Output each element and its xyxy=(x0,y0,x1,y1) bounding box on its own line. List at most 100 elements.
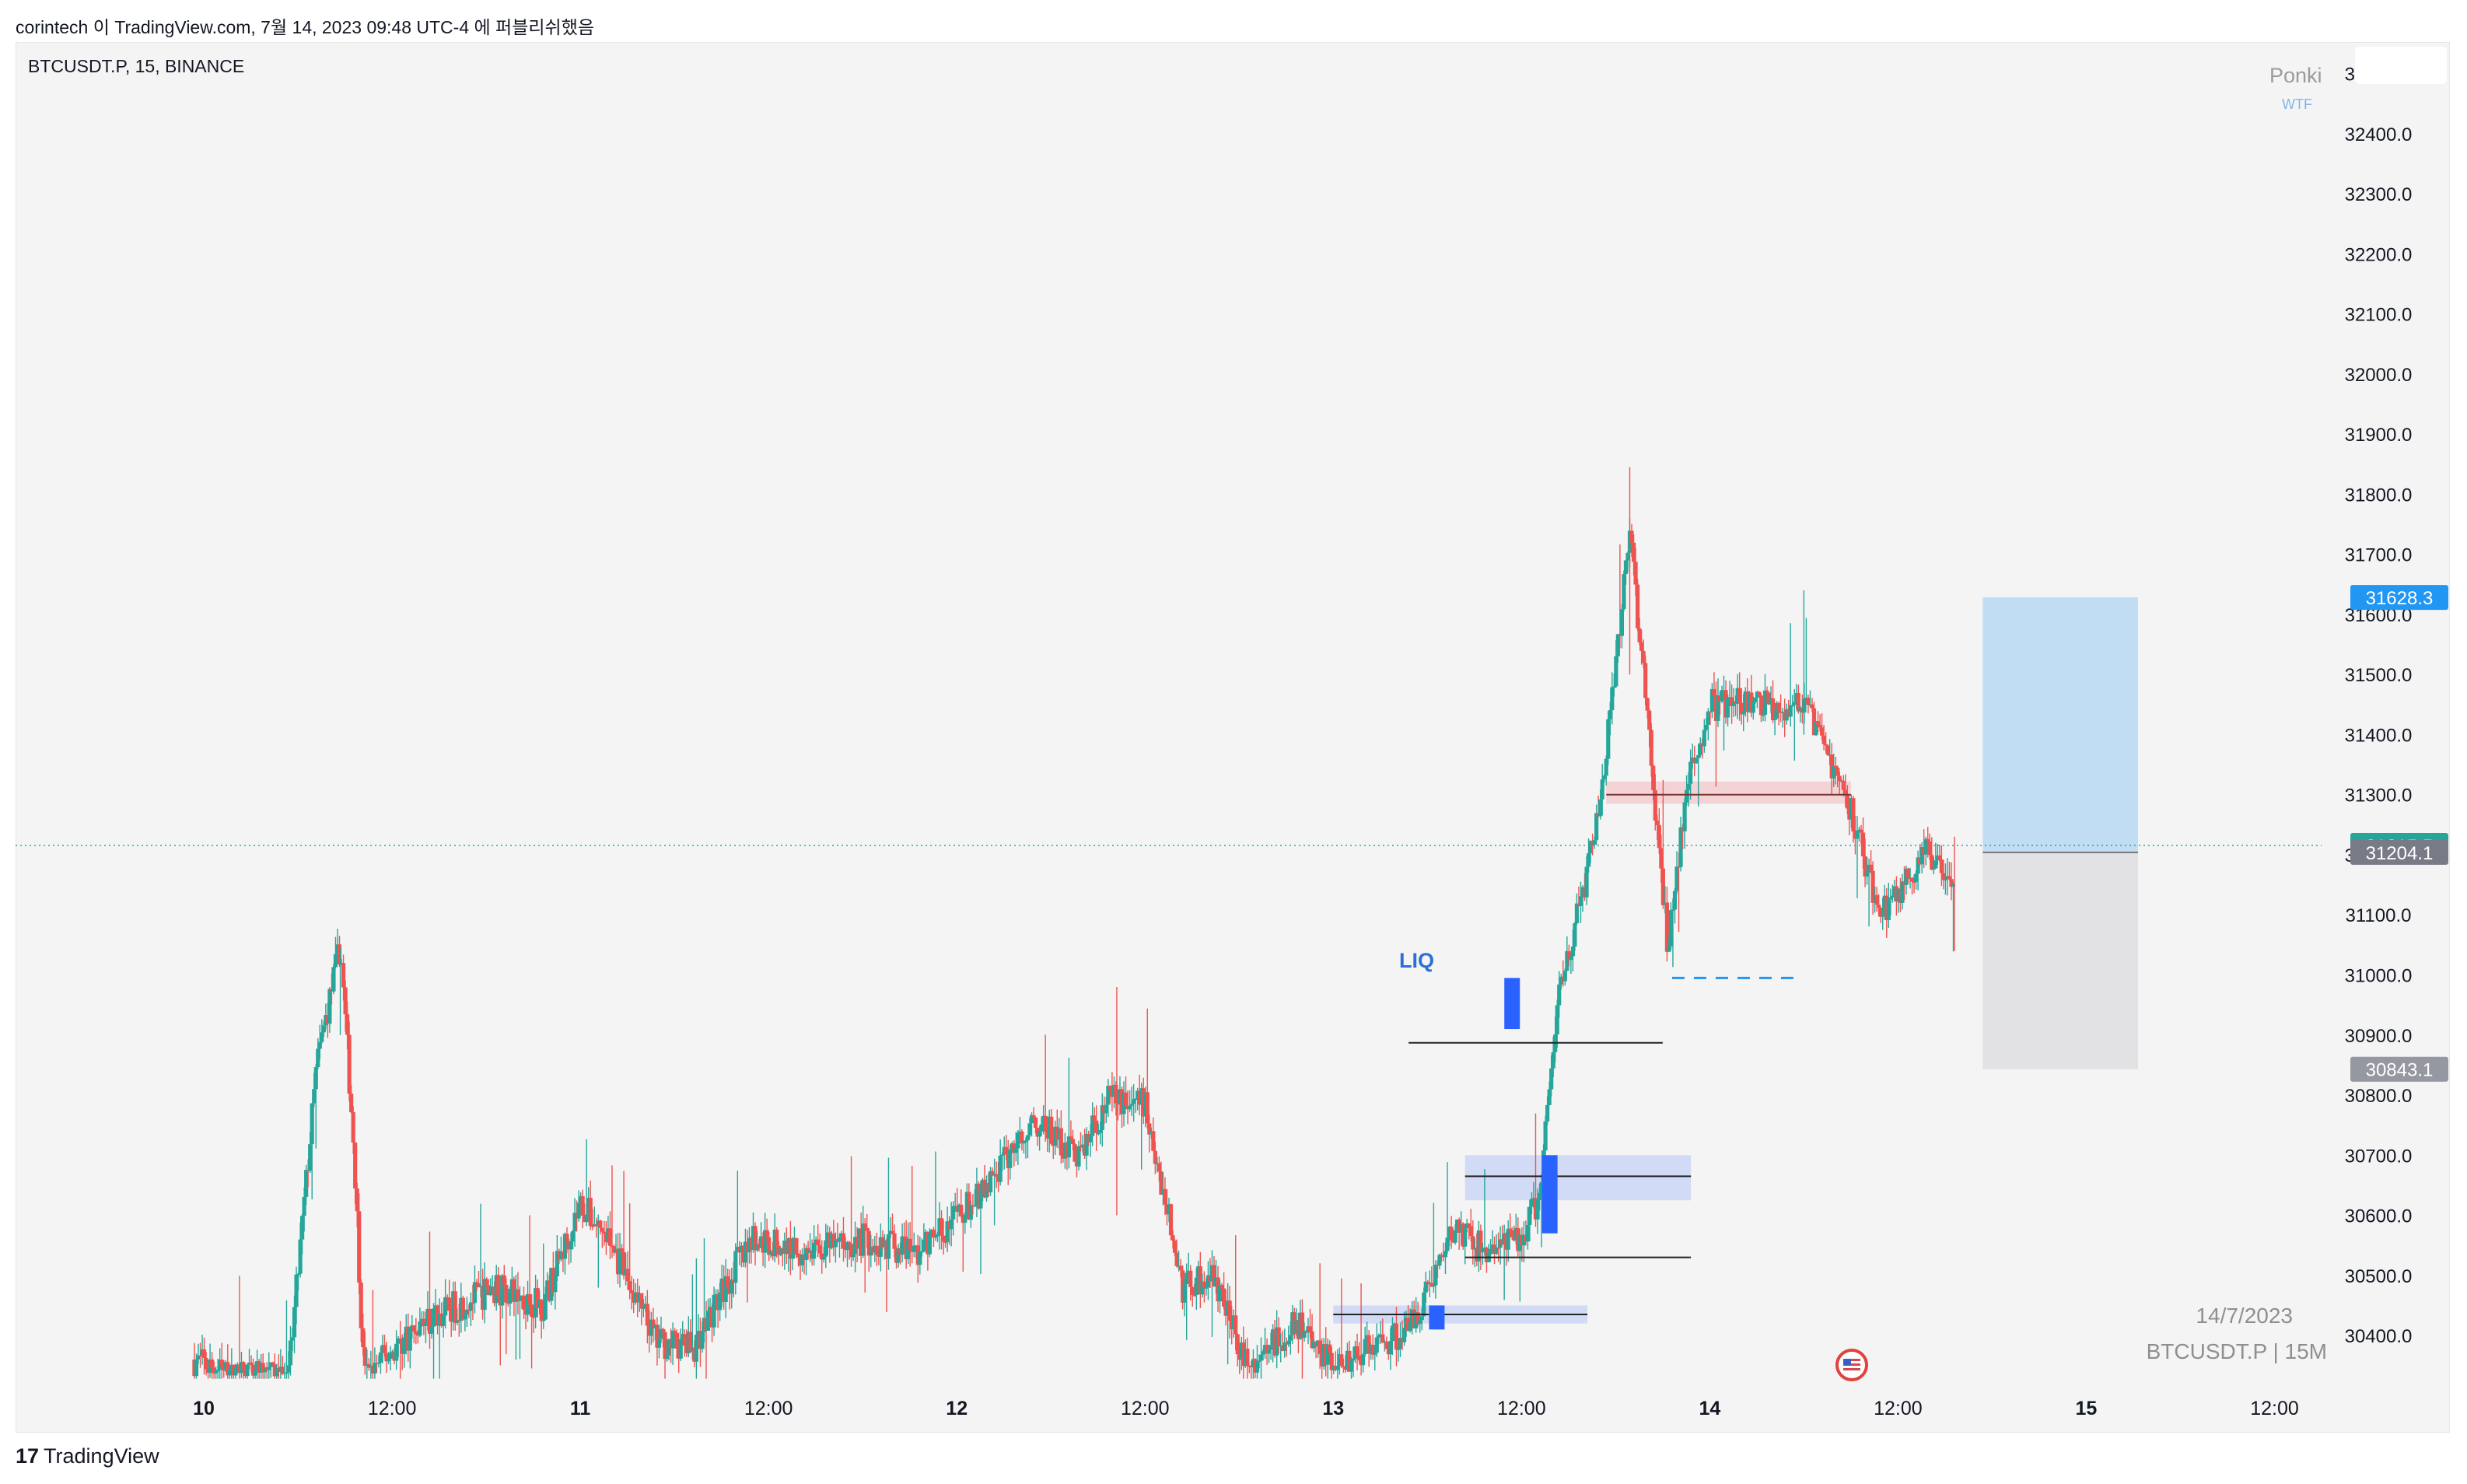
candle-body xyxy=(472,1282,478,1304)
candle-body xyxy=(1204,1287,1209,1289)
candle-body xyxy=(619,1248,625,1252)
corner-box[interactable] xyxy=(2355,47,2447,84)
candle xyxy=(1401,1311,1407,1346)
symbol-label[interactable]: BTCUSDT.P, 15, BINANCE xyxy=(28,56,245,76)
candle-body xyxy=(1185,1272,1189,1284)
candle xyxy=(1024,1137,1028,1159)
candle xyxy=(1059,1110,1063,1164)
candle xyxy=(1619,604,1625,649)
candle-body xyxy=(1565,950,1569,971)
candle-body xyxy=(418,1321,422,1336)
candle xyxy=(349,1084,354,1114)
candle-body xyxy=(1257,1360,1261,1362)
candle xyxy=(1478,1224,1483,1270)
candle xyxy=(1445,1162,1450,1254)
candle-body xyxy=(384,1353,389,1362)
candle-body xyxy=(1494,1247,1499,1254)
candle xyxy=(1020,1129,1024,1151)
candle-body xyxy=(1182,1283,1187,1303)
candle xyxy=(1356,1342,1362,1363)
candle-body xyxy=(1527,1206,1532,1225)
candle-body xyxy=(1151,1131,1156,1151)
candle xyxy=(1637,618,1642,646)
candle-body xyxy=(1602,775,1607,780)
candle-body xyxy=(1615,634,1620,656)
candle-body xyxy=(726,1276,730,1287)
candle-body xyxy=(639,1293,644,1309)
candle-body xyxy=(1335,1366,1340,1370)
candle-body xyxy=(527,1293,532,1305)
candle xyxy=(908,1222,912,1267)
candle-body xyxy=(1702,730,1706,747)
candle xyxy=(300,1213,305,1255)
candle-body xyxy=(939,1218,944,1236)
candle-body xyxy=(1631,542,1636,562)
candle xyxy=(933,1151,938,1241)
candle-body xyxy=(978,1190,983,1209)
candle-body xyxy=(359,1282,363,1328)
candle-body xyxy=(1824,744,1828,746)
candle-body xyxy=(245,1364,250,1377)
candle-body xyxy=(866,1230,871,1256)
candle xyxy=(527,1215,532,1307)
candle-body xyxy=(1704,724,1709,730)
candle xyxy=(1947,861,1952,880)
candle xyxy=(730,1267,734,1309)
candle xyxy=(1174,1239,1179,1268)
candle xyxy=(705,1298,711,1332)
candle xyxy=(629,1276,634,1310)
us-flag-icon[interactable] xyxy=(1835,1349,1868,1381)
x-axis-tick: 12:00 xyxy=(1121,1398,1170,1419)
candle-body xyxy=(1943,879,1948,880)
candle-body xyxy=(694,1334,698,1362)
candle-body xyxy=(945,1221,950,1243)
candle-body xyxy=(1931,868,1936,870)
candle xyxy=(1863,838,1867,887)
candle xyxy=(588,1180,593,1230)
candle-body xyxy=(1471,1236,1475,1250)
candle-body xyxy=(1159,1171,1164,1195)
candle-body xyxy=(1833,765,1838,768)
candle-body xyxy=(1437,1255,1442,1266)
candle-body xyxy=(941,1235,946,1242)
candle-body xyxy=(341,963,346,988)
candle xyxy=(1498,1226,1503,1265)
candle-body xyxy=(1132,1099,1136,1104)
candle-body xyxy=(268,1362,273,1367)
candle-body xyxy=(1574,903,1580,924)
candle-body xyxy=(362,1347,367,1366)
candle-body xyxy=(1881,915,1885,917)
candle-body xyxy=(590,1226,595,1227)
candle xyxy=(411,1325,416,1344)
candle-body xyxy=(570,1231,576,1242)
candle-body xyxy=(312,1089,317,1104)
candle-body xyxy=(1025,1135,1031,1141)
candle xyxy=(753,1222,758,1265)
candle-body xyxy=(1510,1230,1514,1237)
candle-body xyxy=(1380,1334,1385,1343)
candle xyxy=(455,1308,460,1325)
candle xyxy=(304,1164,309,1206)
candle-body xyxy=(1712,688,1716,695)
candle-body xyxy=(1249,1366,1254,1368)
candle xyxy=(1806,695,1811,714)
tradingview-logo[interactable]: 17 TradingView xyxy=(16,1444,159,1468)
candle-body xyxy=(1431,1285,1436,1287)
y-axis-tick: 30900.0 xyxy=(2345,1026,2413,1047)
y-axis-tick: 32100.0 xyxy=(2345,305,2413,326)
candle-body xyxy=(1562,971,1567,982)
candle xyxy=(1127,1090,1132,1112)
candle-body xyxy=(1888,897,1893,900)
candle xyxy=(663,1329,667,1379)
candle xyxy=(1555,999,1559,1048)
candles-layer xyxy=(192,467,1956,1379)
candle-body xyxy=(1869,864,1874,871)
candle-body xyxy=(541,1319,546,1321)
indicator-name[interactable]: Ponki xyxy=(2269,64,2322,87)
candle-body xyxy=(1570,946,1575,957)
candle xyxy=(1361,1353,1366,1373)
candle-body xyxy=(1586,853,1591,867)
candle xyxy=(1916,850,1920,891)
candle-body xyxy=(1422,1292,1426,1317)
